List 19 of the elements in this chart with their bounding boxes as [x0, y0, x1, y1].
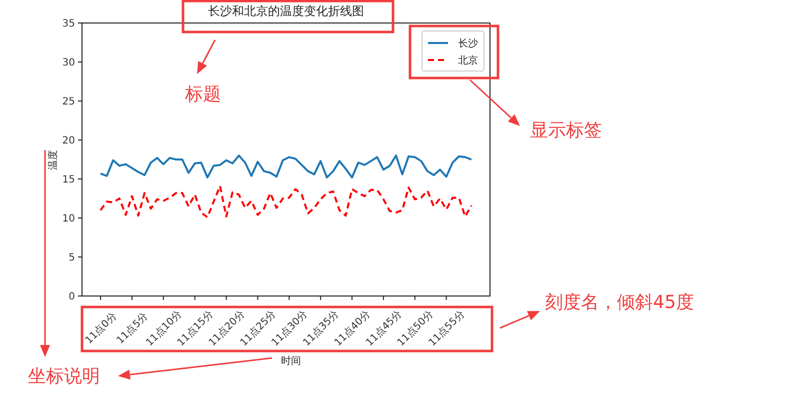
y-tick-label: 10 [62, 214, 75, 224]
y-tick-label: 30 [62, 58, 75, 68]
y-tick-label: 35 [62, 18, 75, 30]
y-axis-title: 温度 [47, 150, 59, 170]
line-series [100, 185, 472, 218]
line-series [100, 154, 472, 178]
y-tick-label: 15 [62, 174, 75, 186]
y-tick-label: 25 [62, 96, 75, 108]
y-tick-label: 5 [68, 252, 75, 264]
x-axis-title: 时间 [281, 355, 301, 367]
legend-label: 长沙 [458, 38, 478, 50]
text: 坐标说明 [28, 366, 100, 387]
text: 显示标签 [530, 120, 602, 141]
annotation: 标题 [184, 84, 221, 105]
text: 刻度名，倾斜45度 [545, 292, 694, 313]
legend-label: 北京 [458, 54, 478, 66]
y-tick-label: 0 [68, 292, 75, 302]
y-tick-label: 20 [62, 136, 75, 146]
chart-title: 长沙和北京的温度变化折线图 [208, 4, 364, 18]
